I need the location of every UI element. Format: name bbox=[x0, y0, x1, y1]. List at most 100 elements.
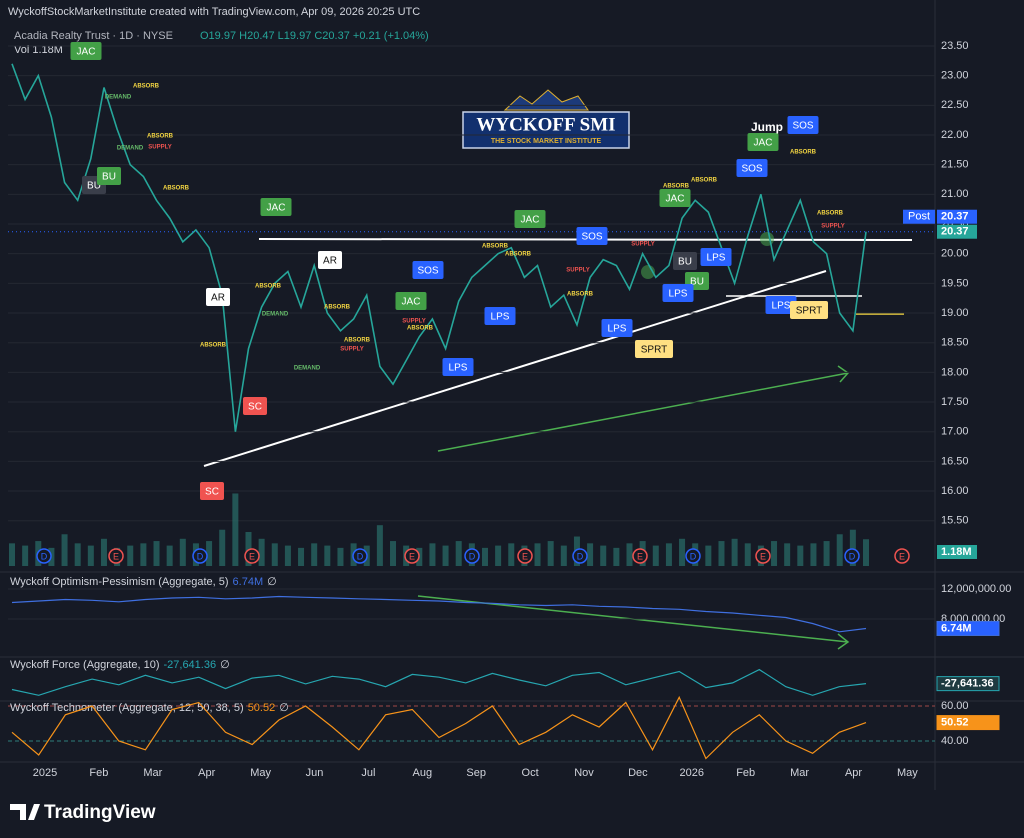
volume-bar bbox=[784, 543, 791, 566]
volume-legend: Vol 1.18M bbox=[14, 44, 63, 56]
event-marker bbox=[685, 548, 701, 564]
badge-label: JAC bbox=[267, 203, 286, 214]
y-tick-label: 23.00 bbox=[941, 70, 969, 82]
footer-logo: TradingView bbox=[10, 802, 156, 823]
volume-bar bbox=[87, 545, 94, 566]
event-letter: D bbox=[197, 551, 204, 561]
x-tick-label: Oct bbox=[522, 767, 539, 779]
volume-bar bbox=[232, 493, 239, 566]
x-tick-label: May bbox=[250, 767, 271, 779]
badge-label: JAC bbox=[402, 297, 421, 308]
volume-box bbox=[937, 545, 977, 559]
y-tick-label: 21.00 bbox=[941, 188, 969, 200]
volume-bar bbox=[22, 545, 29, 566]
tv-icon bbox=[10, 804, 40, 820]
wyckoff-badge bbox=[673, 252, 697, 270]
event-letter: D bbox=[577, 551, 584, 561]
badge-label: LPS bbox=[669, 289, 688, 300]
volume-bar bbox=[245, 532, 252, 566]
pane-last-value: 50.52 bbox=[248, 702, 276, 714]
event-letter: E bbox=[637, 551, 643, 561]
volume-bar bbox=[100, 538, 107, 566]
wyckoff-badge bbox=[700, 248, 732, 266]
pane-title-text: Wyckoff Optimism-Pessimism (Aggregate, 5… bbox=[10, 576, 229, 588]
wyckoff-badge bbox=[97, 167, 121, 185]
wyckoff-badge bbox=[659, 189, 691, 207]
volume-bar bbox=[626, 543, 633, 566]
attribution: WyckoffStockMarketInstitute created with… bbox=[8, 6, 420, 18]
wyckoff-badge bbox=[514, 210, 546, 228]
wyckoff-note: ABSORB bbox=[407, 326, 434, 332]
volume-bar bbox=[337, 547, 344, 566]
volume-bar bbox=[442, 545, 449, 566]
volume-bar bbox=[284, 545, 291, 566]
volume-bar bbox=[495, 545, 502, 566]
y-tick-label: 60.00 bbox=[941, 700, 969, 712]
event-letter: E bbox=[113, 551, 119, 561]
volume-bar bbox=[560, 545, 567, 566]
event-letter: E bbox=[899, 551, 905, 561]
badge-label: SC bbox=[205, 487, 219, 498]
badge-label: LPS bbox=[608, 324, 627, 335]
pane-marker: ∅ bbox=[279, 702, 289, 714]
wyckoff-note: DEMAND bbox=[294, 366, 321, 372]
badge-label: SOS bbox=[741, 164, 762, 175]
x-tick-label: Apr bbox=[198, 767, 215, 779]
logo-title: WYCKOFF SMI bbox=[476, 114, 615, 135]
wyckoff-badge bbox=[787, 116, 819, 134]
volume-bar bbox=[547, 541, 554, 566]
volume-bar bbox=[849, 529, 856, 566]
x-tick-label: Sep bbox=[466, 767, 486, 779]
wyckoff-note: ABSORB bbox=[790, 150, 817, 156]
event-letter: D bbox=[690, 551, 697, 561]
x-tick-label: Mar bbox=[790, 767, 809, 779]
volume-bar bbox=[9, 543, 15, 566]
event-marker bbox=[352, 548, 368, 564]
wyckoff-note: ABSORB bbox=[255, 284, 282, 290]
wyckoff-note: SUPPLY bbox=[340, 347, 363, 353]
y-tick-label: 17.50 bbox=[941, 396, 969, 408]
highlight-dot bbox=[760, 232, 774, 246]
pane-title: Wyckoff Optimism-Pessimism (Aggregate, 5… bbox=[10, 576, 277, 588]
wyckoff-badge bbox=[747, 133, 779, 151]
y-tick-label: 40.00 bbox=[941, 735, 969, 747]
wyckoff-badge bbox=[442, 358, 474, 376]
x-tick-label: 2026 bbox=[680, 767, 704, 779]
wyckoff-note: ABSORB bbox=[482, 244, 509, 250]
volume-bar bbox=[836, 534, 843, 566]
y-tick-label: 21.50 bbox=[941, 159, 969, 171]
volume-bar bbox=[179, 538, 186, 566]
x-tick-label: Dec bbox=[628, 767, 648, 779]
post-price: 20.37 bbox=[941, 211, 969, 223]
wyckoff-note: Jump bbox=[751, 120, 783, 134]
pane-last-value: 6.74M bbox=[233, 576, 264, 588]
x-tick-label: Mar bbox=[143, 767, 162, 779]
volume-bar bbox=[771, 541, 778, 566]
wyckoff-badge bbox=[395, 292, 427, 310]
x-tick-label: Feb bbox=[736, 767, 755, 779]
volume-last: 1.18M bbox=[941, 546, 972, 558]
pane-last-label: 50.52 bbox=[941, 716, 969, 728]
volume-bar bbox=[744, 543, 751, 566]
event-letter: E bbox=[409, 551, 415, 561]
pane-title: Wyckoff Force (Aggregate, 10) -27,641.36 ∅ bbox=[10, 659, 230, 671]
wyckoff-note: DEMAND bbox=[117, 146, 144, 152]
volume-bar bbox=[153, 541, 160, 566]
badge-label: JAC bbox=[754, 138, 773, 149]
post-price-box bbox=[937, 209, 977, 224]
wyckoff-note: ABSORB bbox=[133, 84, 160, 90]
volume-bar bbox=[665, 543, 672, 566]
event-letter: D bbox=[849, 551, 856, 561]
event-marker bbox=[572, 548, 588, 564]
volume-bar bbox=[718, 541, 725, 566]
volume-bar bbox=[508, 543, 515, 566]
volume-bar bbox=[324, 545, 331, 566]
event-marker bbox=[517, 548, 533, 564]
wyckoff-note: ABSORB bbox=[817, 211, 844, 217]
y-tick-label: 19.00 bbox=[941, 307, 969, 319]
event-marker bbox=[632, 548, 648, 564]
wyckoff-badge bbox=[576, 227, 608, 245]
badge-label: BU bbox=[87, 181, 101, 192]
y-tick-label: 15.50 bbox=[941, 515, 969, 527]
